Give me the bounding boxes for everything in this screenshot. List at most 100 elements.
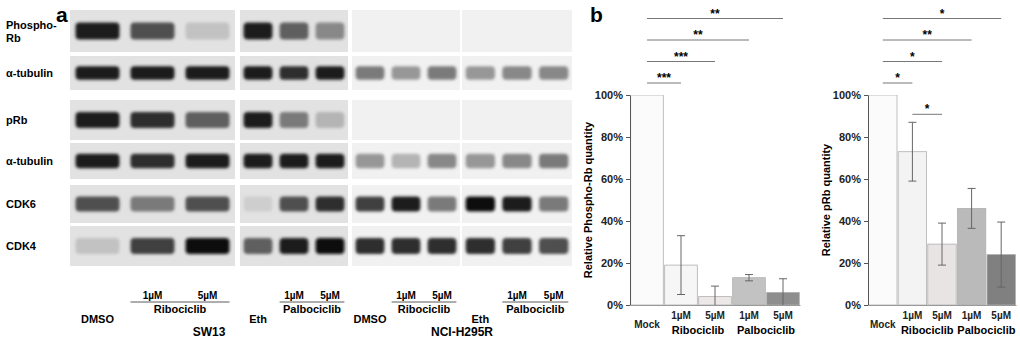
significance-label: *	[925, 102, 930, 116]
error-bar-cap	[711, 286, 719, 287]
y-tick-label: 20%	[839, 257, 861, 269]
y-tick-label: 60%	[601, 173, 623, 185]
blot-background	[462, 10, 572, 52]
dose-label: 1µM	[284, 290, 304, 301]
band	[356, 196, 385, 211]
group-label: Ribociclib	[672, 324, 725, 336]
error-bar	[779, 279, 787, 305]
band	[316, 66, 345, 80]
y-tick-mark	[626, 95, 630, 96]
blot-background	[462, 56, 572, 90]
band	[428, 196, 457, 211]
error-bar-cap	[908, 122, 916, 123]
y-tick-label: 20%	[601, 257, 623, 269]
error-bar-cap	[745, 280, 753, 281]
band	[186, 66, 230, 80]
error-bar-stem	[749, 275, 750, 281]
blot-background	[352, 143, 460, 179]
band	[244, 23, 273, 40]
significance-label: ***	[657, 71, 671, 85]
band	[392, 154, 421, 168]
significance-label: **	[923, 28, 933, 42]
band	[316, 196, 345, 211]
band	[186, 238, 230, 254]
blot-background	[70, 226, 235, 266]
error-bar-cap	[908, 181, 916, 182]
panel-label: b	[590, 3, 603, 26]
plot-area	[631, 95, 800, 305]
bar	[733, 278, 766, 305]
error-bar-cap	[938, 223, 946, 224]
row-label-line: α-tubulin	[6, 67, 53, 79]
y-tick-mark	[864, 95, 868, 96]
y-axis-title: Relative pRb quantity	[820, 143, 832, 256]
x-tick-label: 1µM	[903, 310, 923, 321]
band	[428, 66, 457, 80]
y-axis-line	[868, 96, 869, 306]
band	[502, 66, 531, 80]
error-bar-cap	[677, 294, 685, 295]
blot-background	[462, 100, 572, 140]
x-tick-label: 5µM	[991, 310, 1011, 321]
bar	[869, 95, 897, 305]
blot-background	[240, 10, 348, 52]
dose-label: 1µM	[396, 290, 416, 301]
row-label: Phospho-Rb	[6, 19, 57, 44]
drug-label: Palbociclib	[506, 303, 564, 315]
y-axis: 0%20%40%60%80%100%	[833, 89, 869, 311]
group-label: Palbociclib	[957, 324, 1015, 336]
band	[392, 66, 421, 80]
blot-background	[70, 100, 235, 140]
x-tick-label: Mock	[870, 319, 896, 330]
dose-label: 5µM	[432, 290, 452, 301]
blot: Phospho-Rbα-tubulinpRbα-tubulinCDK6CDK4D…	[6, 10, 572, 339]
y-tick: 100%	[595, 89, 630, 101]
y-axis-line	[630, 96, 631, 306]
blot-background	[70, 185, 235, 223]
y-tick: 20%	[601, 257, 630, 269]
error-bar	[997, 222, 1005, 287]
blot-background	[240, 143, 348, 179]
cell-line-label: NCI-H295R	[431, 325, 493, 339]
x-axis-line	[631, 305, 801, 306]
blot-background	[70, 56, 235, 90]
x-axis-line	[869, 305, 1017, 306]
band	[76, 238, 120, 254]
cell-line-label: SW13	[193, 325, 226, 339]
x-tick: Mock	[634, 305, 660, 330]
error-bar	[968, 188, 976, 228]
error-bar-cap	[968, 228, 976, 229]
x-tick: 1µM	[962, 305, 982, 321]
band	[466, 66, 495, 80]
error-bar	[677, 236, 685, 295]
y-tick-label: 0%	[845, 299, 861, 311]
y-tick: 40%	[601, 215, 630, 227]
y-tick: 20%	[839, 257, 868, 269]
band	[466, 196, 495, 211]
lane-label: DMSO	[354, 313, 387, 325]
blot-background	[462, 185, 572, 223]
y-tick: 0%	[607, 299, 630, 311]
band	[316, 23, 345, 40]
error-bar-cap	[779, 278, 787, 279]
row-label-line: Rb	[6, 32, 21, 44]
band	[186, 154, 230, 168]
y-tick-label: 40%	[839, 215, 861, 227]
x-tick: 5µM	[705, 305, 725, 321]
dose-label: 1µM	[143, 290, 163, 301]
y-tick: 0%	[845, 299, 868, 311]
band	[316, 112, 345, 128]
x-tick-label: 5µM	[932, 310, 952, 321]
x-tick: 5µM	[932, 305, 952, 321]
y-tick-mark	[864, 263, 868, 264]
y-axis: 0%20%40%60%80%100%	[595, 89, 631, 311]
significance-label: **	[710, 7, 720, 21]
row-label: α-tubulin	[6, 67, 53, 79]
blot-background	[352, 226, 460, 266]
band	[280, 238, 309, 254]
band	[316, 238, 345, 254]
y-tick-label: 0%	[607, 299, 623, 311]
blot-background	[240, 100, 348, 140]
x-tick-label: 1µM	[671, 310, 691, 321]
error-bar	[711, 286, 719, 305]
